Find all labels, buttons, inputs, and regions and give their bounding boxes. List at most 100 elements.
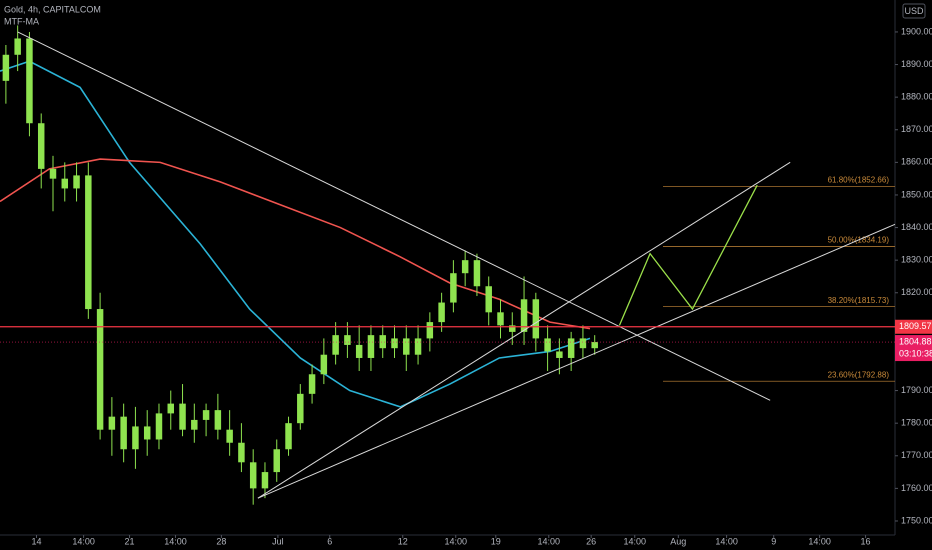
x-tick-label: 28 (216, 536, 226, 546)
candle-body (61, 178, 69, 189)
candle-body (532, 299, 540, 339)
candle-body (14, 38, 21, 55)
candle-body (320, 354, 328, 375)
candle-body (367, 335, 375, 358)
currency-box[interactable] (902, 3, 926, 19)
candle-body (544, 338, 551, 352)
candle-body (249, 462, 257, 489)
x-tick-label: 26 (586, 536, 596, 546)
y-tick-label: 1850.00 (901, 189, 932, 199)
candle-body (143, 426, 151, 440)
last-price-tag (895, 335, 932, 362)
trend-line (257, 223, 896, 499)
x-tick-label: 19 (491, 536, 501, 546)
candle-body (355, 344, 363, 358)
y-tick-label: 1820.00 (901, 287, 932, 297)
candle-body (403, 338, 410, 355)
candle-body (214, 410, 222, 430)
candle-body (96, 309, 104, 430)
x-tick-label: 14 (31, 536, 41, 546)
x-tick-label: 14:00 (808, 536, 831, 546)
candle-body (391, 338, 398, 349)
candle-body (473, 260, 481, 287)
symbol-title: Gold, 4h, CAPITALCOM (4, 4, 101, 14)
candle-body (179, 403, 186, 430)
candle-body (579, 338, 587, 349)
candle-body (344, 335, 351, 345)
trend-line (17, 31, 771, 401)
candle-body (461, 260, 469, 274)
candle-body (450, 273, 457, 303)
candle-body (332, 335, 339, 355)
level-tag-label: 1809.57 (899, 321, 932, 331)
candle-body (379, 335, 386, 349)
y-tick-label: 1890.00 (901, 59, 932, 69)
y-tick-label: 1870.00 (901, 124, 932, 134)
candle-body (108, 416, 116, 430)
currency[interactable]: USD (904, 6, 924, 16)
candle-body (26, 38, 33, 124)
candle-body (73, 175, 80, 189)
candle-body (120, 416, 127, 450)
candle-body (509, 325, 516, 332)
candle-body (49, 168, 57, 179)
moving-average (0, 158, 591, 330)
candle-body (261, 472, 269, 489)
x-tick-label: Aug (670, 536, 686, 546)
candle-body (132, 426, 139, 450)
candle-body (308, 374, 316, 394)
x-tick-label: 6 (327, 536, 332, 546)
candle-body (273, 449, 280, 473)
candle-body (85, 175, 92, 310)
candle-body (556, 351, 563, 358)
y-tick-label: 1750.00 (901, 515, 932, 525)
x-tick-label: 14:00 (164, 536, 187, 546)
x-tick-label: Jul (272, 536, 284, 546)
y-tick-label: 1760.00 (901, 483, 932, 493)
x-tick-label: 16 (861, 536, 871, 546)
projection-path (618, 184, 758, 326)
fib-label: 38.20%(1815.73) (828, 296, 890, 305)
candle-body (485, 286, 492, 313)
candle-body (414, 338, 422, 355)
candle-body (567, 338, 575, 358)
candle-body (426, 322, 434, 339)
x-tick-label: 21 (125, 536, 135, 546)
moving-average (0, 60, 591, 408)
y-tick-label: 1860.00 (901, 157, 932, 167)
candle-body (297, 393, 304, 424)
y-tick-label: 1900.00 (901, 26, 932, 36)
countdown: 03:10:38 (899, 348, 932, 358)
y-tick-label: 1770.00 (901, 450, 932, 460)
last-price-label: 1804.88 (899, 336, 932, 346)
x-tick-label: 14:00 (538, 536, 561, 546)
level-tag (895, 319, 932, 334)
candle-body (202, 410, 210, 420)
x-tick-label: 14:00 (72, 536, 95, 546)
candle-body (37, 123, 45, 169)
candle-body (285, 423, 292, 450)
y-tick-label: 1790.00 (901, 385, 932, 395)
x-tick-label: 14:00 (623, 536, 646, 546)
x-tick-label: 12 (398, 536, 408, 546)
y-tick-label: 1880.00 (901, 92, 932, 102)
candle-body (191, 419, 198, 430)
candle-body (2, 54, 10, 81)
candle-body (497, 312, 504, 326)
trend-line (257, 161, 791, 499)
y-tick-label: 1830.00 (901, 255, 932, 265)
x-tick-label: 14:00 (715, 536, 738, 546)
candle-body (520, 299, 528, 332)
candle-body (155, 413, 163, 440)
candle-body (226, 429, 233, 443)
candle-body (167, 403, 174, 414)
candle-body (438, 302, 445, 323)
y-tick-label: 1840.00 (901, 222, 932, 232)
indicator-name: MTF-MA (4, 16, 39, 26)
candle-body (238, 442, 245, 463)
x-tick-label: 14:00 (444, 536, 467, 546)
fib-label: 61.80%(1852.66) (828, 175, 890, 184)
